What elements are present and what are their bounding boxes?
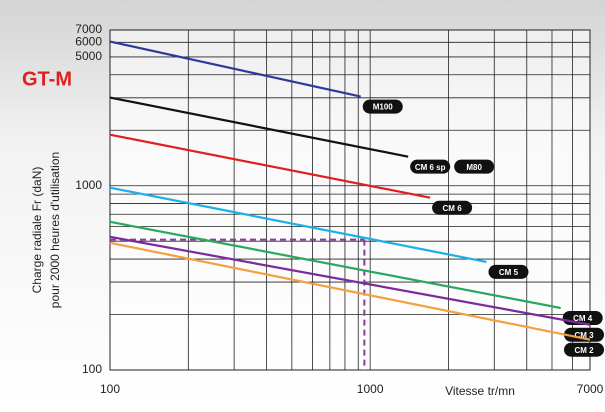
series-line bbox=[109, 186, 487, 263]
series-label-bg bbox=[564, 342, 604, 357]
x-tick-label: 100 bbox=[100, 382, 120, 396]
x-tick-label: 1000 bbox=[357, 382, 384, 396]
annotation: M80 bbox=[466, 163, 482, 172]
plot-area bbox=[109, 29, 591, 371]
annotation-bg bbox=[454, 159, 495, 174]
series-label: CM 4 bbox=[573, 314, 593, 323]
y-tick-label: 7000 bbox=[75, 22, 102, 36]
series-label: CM 5 bbox=[499, 268, 519, 277]
chart-title: GT-M bbox=[22, 68, 72, 90]
series-label: M100 bbox=[373, 103, 394, 112]
series-line bbox=[109, 96, 409, 158]
x-axis-label: Vitesse tr/mn bbox=[445, 384, 515, 398]
x-tick-label: 7000 bbox=[577, 382, 604, 396]
series-line bbox=[109, 241, 591, 341]
series-label-bg bbox=[564, 327, 604, 342]
series-label-bg bbox=[362, 99, 403, 114]
series-label: CM 2 bbox=[574, 346, 594, 355]
series-label-bg bbox=[432, 200, 473, 215]
series-line bbox=[109, 235, 591, 326]
series-label-bg bbox=[410, 159, 451, 174]
y-axis-label: Charge radiale Fr (daN) bbox=[30, 167, 44, 294]
series-label-bg bbox=[488, 264, 529, 279]
y-tick-label: 6000 bbox=[75, 35, 102, 49]
series-line bbox=[109, 40, 361, 98]
y-tick-label: 5000 bbox=[75, 49, 102, 63]
y-axis-label: pour 2000 heures d'utilisation bbox=[48, 152, 62, 308]
series-label: CM 6 bbox=[443, 204, 463, 213]
series-line bbox=[109, 133, 431, 199]
series-label: CM 6 sp bbox=[415, 163, 446, 172]
y-tick-label: 100 bbox=[82, 362, 102, 376]
series-line bbox=[109, 220, 561, 310]
y-tick-label: 1000 bbox=[75, 178, 102, 192]
series-label: CM 3 bbox=[574, 331, 594, 340]
